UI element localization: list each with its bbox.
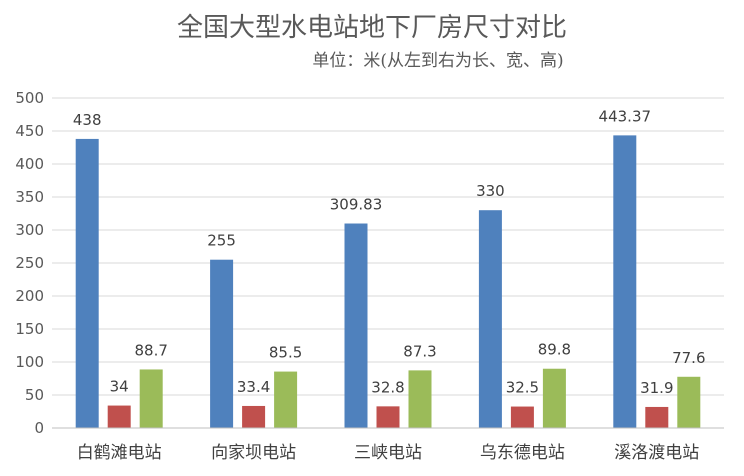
bar [645, 406, 669, 428]
bar [510, 406, 534, 428]
y-tick-label: 250 [15, 254, 44, 272]
bar [210, 259, 234, 428]
y-tick-label: 350 [15, 188, 44, 206]
y-tick-label: 200 [15, 287, 44, 305]
data-label: 438 [73, 111, 102, 129]
y-tick-label: 300 [15, 221, 44, 239]
bar [139, 369, 163, 428]
y-tick-label: 450 [15, 122, 44, 140]
x-category-label: 三峡电站 [354, 443, 422, 463]
chart-title: 全国大型水电站地下厂房尺寸对比 [177, 13, 567, 43]
x-axis-categories: 白鹤滩电站 向家坝电站 三峡电站 乌东德电站 溪洛渡电站 [77, 443, 700, 463]
y-tick-label: 500 [15, 89, 44, 107]
x-category-label: 乌东德电站 [480, 443, 565, 463]
x-category-label: 向家坝电站 [211, 443, 296, 463]
chart-subtitle: 单位：米(从左到右为长、宽、高) [312, 51, 563, 71]
data-label: 33.4 [237, 378, 270, 396]
y-tick-label: 50 [25, 386, 44, 404]
bars [75, 135, 701, 429]
x-category-label: 白鹤滩电站 [77, 443, 162, 463]
bar [542, 368, 566, 428]
x-category-label: 溪洛渡电站 [614, 443, 699, 463]
bar [75, 138, 99, 429]
bar [376, 406, 400, 428]
bar [677, 376, 701, 428]
data-label: 88.7 [134, 341, 167, 359]
data-label: 34 [110, 378, 129, 396]
data-label: 89.8 [538, 341, 571, 359]
y-axis-ticks: 0 50 100 150 200 250 300 350 400 450 500 [15, 89, 44, 437]
data-label: 87.3 [403, 342, 436, 360]
y-tick-label: 400 [15, 155, 44, 173]
bar [344, 223, 368, 428]
bar [274, 371, 298, 428]
bar [613, 135, 637, 428]
y-tick-label: 100 [15, 353, 44, 371]
y-tick-label: 150 [15, 320, 44, 338]
bar [408, 370, 432, 428]
data-label: 255 [207, 232, 236, 250]
bar [242, 405, 266, 428]
data-label: 309.83 [330, 196, 383, 214]
gridlines [52, 97, 724, 396]
data-labels: 438 34 88.7 255 33.4 85.5 309.83 32.8 87.3 330 32.… [73, 107, 706, 397]
y-tick-label: 0 [34, 419, 44, 437]
bar [107, 405, 131, 428]
data-label: 32.8 [371, 378, 404, 396]
data-label: 85.5 [269, 344, 302, 362]
data-label: 330 [476, 182, 505, 200]
data-label: 77.6 [672, 349, 705, 367]
data-label: 32.5 [506, 379, 539, 397]
bar [478, 210, 502, 428]
data-label: 31.9 [640, 379, 673, 397]
data-label: 443.37 [599, 107, 652, 125]
